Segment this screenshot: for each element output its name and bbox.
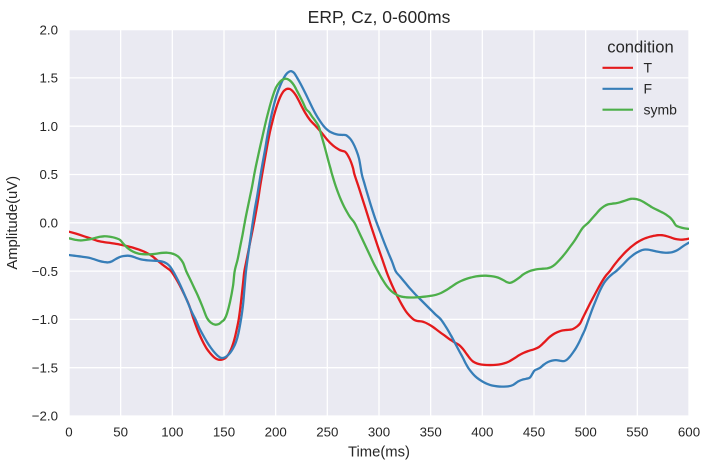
svg-text:−1.0: −1.0 xyxy=(32,312,58,327)
svg-text:Time(ms): Time(ms) xyxy=(348,444,410,460)
svg-text:ERP, Cz, 0-600ms: ERP, Cz, 0-600ms xyxy=(308,7,451,27)
svg-text:600: 600 xyxy=(678,425,700,440)
svg-text:0.5: 0.5 xyxy=(40,167,59,182)
svg-text:−2.0: −2.0 xyxy=(32,409,58,424)
svg-text:1.0: 1.0 xyxy=(40,119,59,134)
svg-text:−0.5: −0.5 xyxy=(32,264,58,279)
svg-text:350: 350 xyxy=(420,425,442,440)
svg-text:0.0: 0.0 xyxy=(40,216,59,231)
svg-text:250: 250 xyxy=(316,425,338,440)
svg-text:100: 100 xyxy=(161,425,183,440)
svg-text:T: T xyxy=(644,60,653,76)
svg-text:0: 0 xyxy=(65,425,72,440)
svg-text:550: 550 xyxy=(626,425,648,440)
svg-text:Amplitude(uV): Amplitude(uV) xyxy=(5,176,21,270)
svg-text:1.5: 1.5 xyxy=(40,71,59,86)
svg-text:symb: symb xyxy=(644,101,678,117)
svg-text:2.0: 2.0 xyxy=(40,22,59,37)
svg-text:150: 150 xyxy=(213,425,235,440)
svg-text:500: 500 xyxy=(575,425,597,440)
svg-text:400: 400 xyxy=(471,425,493,440)
svg-text:450: 450 xyxy=(523,425,545,440)
svg-text:50: 50 xyxy=(113,425,128,440)
svg-text:F: F xyxy=(644,81,653,97)
svg-text:condition: condition xyxy=(607,38,673,57)
svg-text:−1.5: −1.5 xyxy=(32,360,58,375)
svg-text:200: 200 xyxy=(265,425,287,440)
svg-text:300: 300 xyxy=(368,425,390,440)
